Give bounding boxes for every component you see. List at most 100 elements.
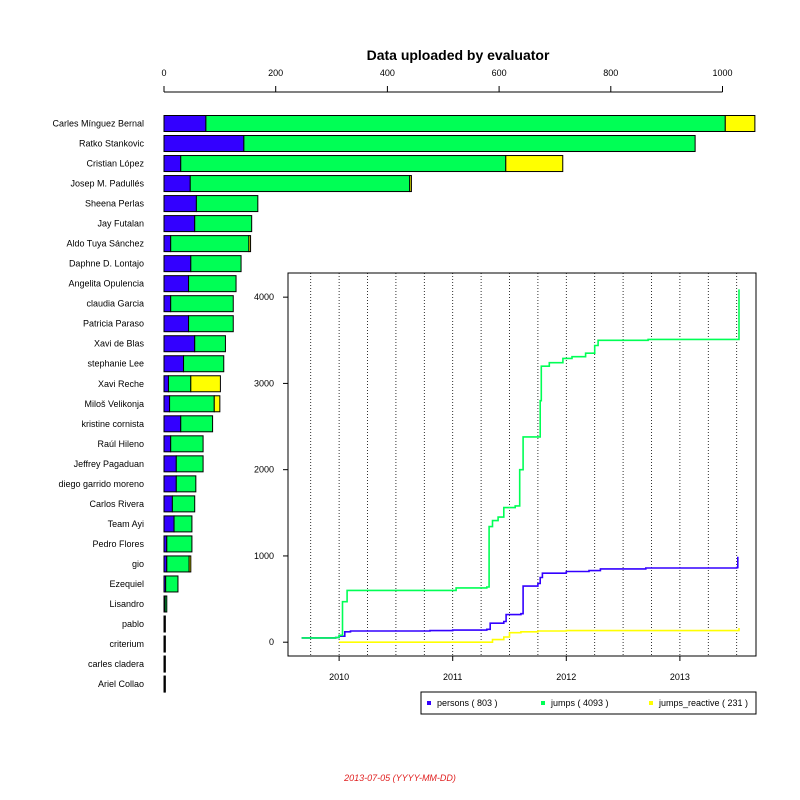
bar-segment-jumps — [183, 355, 225, 373]
bar-x-tick-label: 200 — [268, 68, 283, 78]
bar-segment-persons — [163, 275, 190, 293]
bar-category-label: Aldo Tuya Sánchez — [66, 239, 144, 249]
bar-segment-jumps — [164, 675, 166, 693]
line-x-tick-label: 2013 — [670, 672, 690, 682]
bar-category-label: Jeffrey Pagaduan — [74, 459, 144, 469]
bar-category-label: Carlos Rivera — [89, 499, 144, 509]
bar-segment-jumps — [188, 315, 234, 333]
bar-segment-jumps — [170, 235, 250, 253]
bar-category-label: Patricia Paraso — [83, 319, 144, 329]
bar-category-label: Ezequiel — [109, 579, 144, 589]
bar-category-label: Miloš Velikonja — [84, 399, 144, 409]
bar-category-label: gio — [132, 559, 144, 569]
line-y-tick-label: 2000 — [254, 465, 274, 475]
legend-box — [420, 691, 757, 715]
line-x-tick-label: 2011 — [443, 672, 462, 682]
line-plot-frame — [287, 272, 757, 657]
line-series-jumps_reactive — [339, 628, 740, 643]
bar-segment-jumps_reactive — [213, 395, 221, 413]
bar-segment-persons — [163, 235, 172, 253]
bar-segment-persons — [163, 255, 192, 273]
bar-category-label: Pedro Flores — [92, 539, 144, 549]
bar-segment-jumps — [194, 215, 253, 233]
bar-segment-persons — [163, 295, 172, 313]
bar-segment-persons — [163, 215, 196, 233]
bar-x-tick-label: 400 — [380, 68, 395, 78]
bar-segment-jumps — [190, 255, 242, 273]
bar-segment-jumps — [164, 655, 166, 673]
bar-segment-jumps — [180, 155, 507, 173]
bar-category-label: Josep M. Padullés — [70, 179, 144, 189]
line-legend: persons ( 803 ) jumps ( 4093 ) jumps_react… — [420, 691, 757, 715]
bar-category-label: Ariel Collao — [98, 679, 144, 689]
bar-category-label: diego garrido moreno — [58, 479, 144, 489]
bar-segment-jumps_reactive — [188, 555, 192, 573]
bar-segment-jumps — [164, 635, 166, 653]
line-y-tick-label: 0 — [269, 637, 274, 647]
bar-category-label: Raúl Hileno — [97, 439, 144, 449]
bar-category-label: Lisandro — [109, 599, 144, 609]
bar-segment-jumps — [170, 435, 204, 453]
bar-segment-jumps — [164, 615, 166, 633]
bar-segment-jumps — [171, 495, 196, 513]
bar-chart-title: Data uploaded by evaluator — [367, 47, 550, 63]
bar-x-tick-label: 800 — [603, 68, 618, 78]
bar-segment-jumps — [189, 175, 411, 193]
bar-segment-jumps — [175, 455, 204, 473]
bar-segment-jumps_reactive — [248, 235, 252, 253]
bar-category-label: Angelita Opulencia — [68, 279, 144, 289]
bar-segment-jumps_reactive — [190, 375, 221, 393]
bar-category-label: criterium — [109, 639, 144, 649]
bar-segment-jumps — [166, 535, 193, 553]
legend-swatch-jumps — [541, 701, 545, 705]
line-x-tick-label: 2010 — [329, 672, 349, 682]
bar-category-label: Sheena Perlas — [85, 199, 145, 209]
legend-label: jumps ( 4093 ) — [550, 698, 609, 708]
line-y-tick-label: 1000 — [254, 551, 274, 561]
bar-segment-persons — [163, 175, 191, 193]
bar-segment-persons — [163, 495, 173, 513]
bar-category-label: Jay Futalan — [97, 219, 144, 229]
bar-segment-jumps — [194, 335, 226, 353]
bar-category-label: carles cladera — [88, 659, 144, 669]
bar-category-label: Team Ayi — [108, 519, 144, 529]
line-series-persons — [301, 556, 739, 639]
bar-segment-persons — [163, 455, 177, 473]
bar-segment-jumps — [195, 195, 259, 213]
bar-rows: Carles Mínguez Bernal Ratko Stankovic Cris… — [52, 115, 756, 693]
line-chart: 0 1000 2000 3000 4000 2010 2011 2012 2013 persons… — [254, 272, 757, 715]
bar-segment-persons — [163, 375, 169, 393]
legend-swatch-jumps_reactive — [649, 701, 653, 705]
bar-segment-jumps — [167, 375, 192, 393]
bar-category-label: claudia Garcia — [86, 299, 144, 309]
legend-label: persons ( 803 ) — [437, 698, 498, 708]
bar-segment-jumps — [243, 135, 696, 153]
bar-category-label: pablo — [122, 619, 144, 629]
bar-segment-persons — [163, 355, 185, 373]
bar-segment-jumps — [165, 575, 179, 593]
bar-x-tick-label: 1000 — [712, 68, 732, 78]
bar-segment-jumps_reactive — [505, 155, 564, 173]
bar-segment-persons — [163, 515, 175, 533]
bar-segment-jumps — [173, 515, 193, 533]
bar-x-tick-label: 0 — [161, 68, 166, 78]
bar-segment-persons — [163, 335, 196, 353]
line-y-tick-label: 3000 — [254, 378, 274, 388]
bar-segment-jumps — [180, 415, 214, 433]
bar-x-axis: 0 200 400 600 800 1000 — [161, 68, 733, 93]
line-x-tick-label: 2012 — [556, 672, 576, 682]
bar-category-label: stephanie Lee — [87, 359, 144, 369]
bar-segment-jumps — [164, 595, 168, 613]
bar-segment-jumps_reactive — [724, 115, 756, 132]
bar-category-label: Daphne D. Lontajo — [69, 259, 144, 269]
line-y-tick-label: 4000 — [254, 292, 274, 302]
bar-segment-persons — [163, 475, 177, 493]
bar-category-label: Ratko Stankovic — [79, 139, 145, 149]
bar-segment-persons — [163, 415, 182, 433]
bar-segment-persons — [163, 315, 190, 333]
bar-segment-jumps — [175, 475, 197, 493]
bar-segment-persons — [163, 155, 182, 173]
bar-segment-jumps — [166, 555, 190, 573]
bar-segment-jumps — [188, 275, 237, 293]
